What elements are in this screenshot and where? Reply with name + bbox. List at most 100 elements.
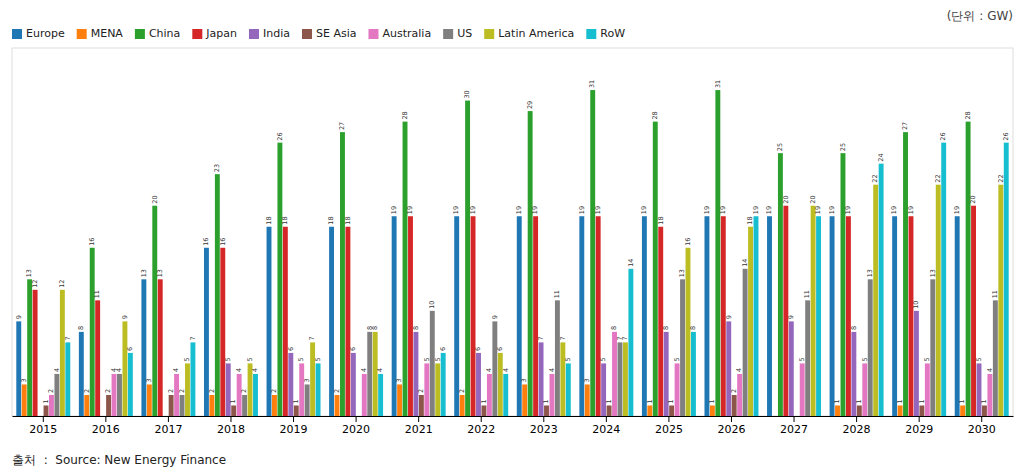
data-label: 4 (115, 368, 123, 372)
bar (789, 321, 794, 416)
legend-item: MENA (77, 27, 124, 40)
bar (517, 216, 522, 416)
bar (726, 321, 731, 416)
bar (748, 227, 753, 416)
data-label: 19 (719, 206, 727, 214)
bar (909, 216, 914, 416)
x-tick: 2020 (342, 416, 370, 436)
data-label: 19 (578, 206, 586, 214)
bar (539, 342, 544, 416)
bar (898, 405, 903, 416)
bar (378, 374, 383, 416)
x-tick-mark (668, 416, 669, 422)
legend-label: Japan (205, 27, 237, 40)
data-label: 1 (292, 399, 300, 403)
bar (237, 374, 242, 416)
data-label: 13 (140, 269, 148, 277)
data-label: 1 (896, 399, 904, 403)
unit-label: (단위 : GW) (947, 9, 1013, 23)
data-label: 26 (276, 132, 284, 140)
data-label: 2 (270, 389, 278, 393)
legend-swatch (302, 29, 312, 39)
legend-item: Australia (368, 27, 431, 40)
bar (117, 374, 122, 416)
bar (65, 342, 70, 416)
data-label: 7 (537, 336, 545, 340)
data-label: 16 (202, 237, 210, 245)
bar (367, 332, 372, 416)
data-label: 12 (31, 280, 39, 288)
bar (33, 290, 38, 416)
x-tick-mark (168, 416, 169, 422)
bar (190, 342, 195, 416)
legend-item: SE Asia (302, 27, 356, 40)
data-label: 5 (564, 357, 572, 361)
x-tick-mark (356, 416, 357, 422)
data-label: 18 (265, 216, 273, 224)
bar (715, 90, 720, 416)
legend-item: RoW (586, 27, 625, 40)
data-label: 7 (189, 336, 197, 340)
bar (623, 342, 628, 416)
data-label: 3 (145, 378, 153, 382)
data-label: 28 (651, 111, 659, 119)
x-tick-mark (293, 416, 294, 422)
data-label: 6 (287, 347, 295, 351)
bar (288, 353, 293, 416)
bar (112, 374, 117, 416)
data-label: 13 (156, 269, 164, 277)
data-label: 1 (42, 399, 50, 403)
bar (158, 279, 163, 416)
bar (669, 405, 674, 416)
bar (998, 185, 1003, 416)
data-label: 19 (828, 206, 836, 214)
bar (329, 227, 334, 416)
data-label: 26 (939, 132, 947, 140)
data-label: 11 (553, 290, 561, 298)
data-label: 3 (583, 378, 591, 382)
x-tick: 2015 (29, 416, 57, 436)
bar (772, 416, 777, 417)
data-label: 18 (746, 216, 754, 224)
x-tick-mark (919, 416, 920, 422)
legend-label: India (263, 27, 290, 40)
x-tick: 2027 (780, 416, 808, 436)
bar (174, 374, 179, 416)
bar (658, 227, 663, 416)
data-label: 2 (730, 389, 738, 393)
data-label: 19 (814, 206, 822, 214)
data-label: 16 (684, 237, 692, 245)
x-tick-mark (230, 416, 231, 422)
data-label: 9 (787, 315, 795, 319)
x-tick: 2025 (655, 416, 683, 436)
bar-series (65, 143, 1008, 416)
legend-label: China (149, 27, 180, 40)
data-label: 7 (621, 336, 629, 340)
bar (38, 416, 43, 417)
legend-label: Europe (26, 27, 65, 40)
bar (147, 384, 152, 416)
bar (465, 101, 470, 416)
bar (373, 332, 378, 416)
data-label: 8 (412, 326, 420, 330)
data-label: 18 (281, 216, 289, 224)
bar (680, 279, 685, 416)
data-label: 30 (463, 90, 471, 98)
bar (675, 363, 680, 416)
bar (977, 363, 982, 416)
x-tick-label: 2025 (655, 423, 683, 436)
x-tick-label: 2028 (843, 423, 871, 436)
bar (60, 290, 65, 416)
x-tick: 2017 (154, 416, 182, 436)
data-label: 2 (47, 389, 55, 393)
data-label: 22 (934, 174, 942, 182)
bar (209, 395, 214, 416)
data-label: 5 (975, 357, 983, 361)
bar (778, 153, 783, 416)
bar (710, 405, 715, 416)
data-label: 1 (542, 399, 550, 403)
x-tick-mark (794, 416, 795, 422)
x-tick: 2030 (968, 416, 996, 436)
legend-item: Japan (192, 27, 237, 40)
bar (397, 384, 402, 416)
